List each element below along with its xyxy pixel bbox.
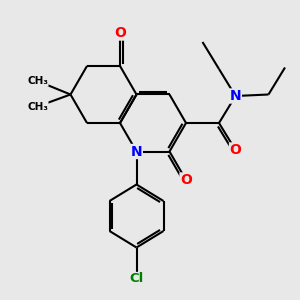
Text: O: O [230,143,242,157]
Text: Cl: Cl [129,272,144,286]
Text: CH₃: CH₃ [27,76,48,86]
Text: N: N [230,89,241,103]
Text: O: O [180,173,192,187]
Text: CH₃: CH₃ [27,101,48,112]
Text: O: O [114,26,126,40]
Text: N: N [131,145,142,158]
